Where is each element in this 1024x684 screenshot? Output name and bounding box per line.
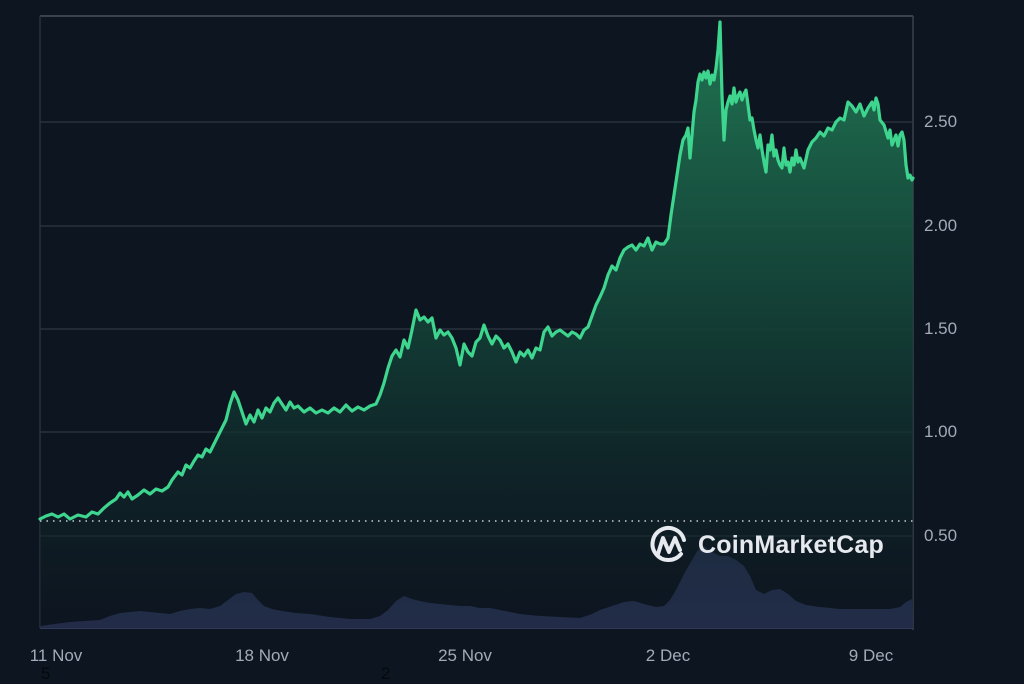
x-tick-label: 2 Dec <box>645 646 691 665</box>
y-tick-label: 1.50 <box>924 319 958 338</box>
watermark-text: CoinMarketCap <box>698 530 884 559</box>
x-tick-label: 11 Nov <box>29 646 83 665</box>
price-line[interactable] <box>38 20 915 521</box>
y-tick-label: 0.50 <box>924 526 958 545</box>
x-tick-label: 25 Nov <box>438 646 492 665</box>
x-tick-label: 18 Nov <box>235 646 289 665</box>
stray-mark: 2 <box>381 664 391 683</box>
x-tick-label: 9 Dec <box>848 646 894 665</box>
price-area <box>40 22 913 628</box>
y-tick-label: 2.50 <box>924 112 958 131</box>
coinmarketcap-logo-icon <box>650 526 686 562</box>
coinmarketcap-watermark: CoinMarketCap <box>648 524 884 566</box>
y-tick-label: 2.00 <box>924 216 958 235</box>
stray-mark: 5 <box>41 664 51 683</box>
y-tick-label: 1.00 <box>924 422 958 441</box>
